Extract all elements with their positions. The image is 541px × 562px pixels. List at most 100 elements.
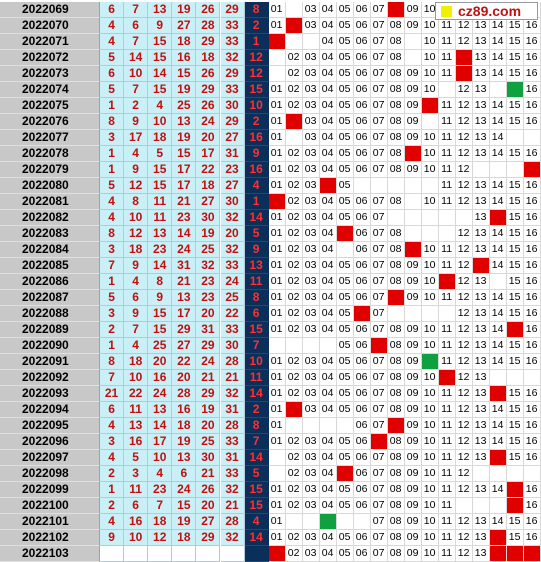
blue-tracker-cell: 02 [285, 50, 303, 66]
red-ball-cell: 20 [196, 418, 221, 434]
blue-tracker-cell: 03 [302, 530, 320, 546]
red-ball-cell: 16 [172, 402, 197, 418]
period-cell: 2022075 [0, 98, 100, 114]
red-ball-cell: 21 [172, 194, 197, 210]
red-ball-cell: 4 [100, 34, 125, 50]
period-cell: 2022096 [0, 434, 100, 450]
blue-tracker-cell: 05 [336, 82, 354, 98]
blue-tracker-cell: 02 [285, 546, 303, 562]
blue-tracker-cell: 03 [302, 482, 320, 498]
blue-tracker-cell: 05 [336, 50, 354, 66]
red-ball-cell: 30 [220, 194, 245, 210]
blue-tracker-cell: 06 [353, 290, 371, 306]
blue-tracker-cell [421, 210, 439, 226]
blue-tracker-cell: 07 [370, 210, 388, 226]
blue-tracker-cell: 09 [404, 322, 422, 338]
red-ball-cell: 10 [148, 450, 173, 466]
red-ball-cell: 4 [124, 274, 149, 290]
blue-tracker-cell [455, 210, 473, 226]
blue-tracker-cell: 08 [387, 482, 405, 498]
blue-tracker-cell: 05 [336, 146, 354, 162]
blue-tracker-cell: 11 [438, 546, 456, 562]
red-ball-cell: 13 [148, 402, 173, 418]
blue-tracker-cell: 16 [523, 258, 541, 274]
red-ball-cell: 20 [196, 306, 221, 322]
blue-tracker-cell: 10 [421, 66, 439, 82]
blue-tracker-cell: 01 [268, 114, 286, 130]
site-badge[interactable]: cz89.com [435, 2, 538, 20]
red-ball-cell: 4 [148, 98, 173, 114]
blue-tracker-cell [285, 130, 303, 146]
blue-tracker-cell [438, 82, 456, 98]
blue-tracker-cell: 14 [489, 386, 507, 402]
period-cell: 2022098 [0, 466, 100, 482]
blue-tracker-cell: 16 [523, 162, 541, 178]
blue-tracker-cell: 06 [353, 370, 371, 386]
blue-tracker-cell: 09 [404, 162, 422, 178]
red-ball-cell: 24 [196, 114, 221, 130]
blue-tracker-cell: 11 [438, 434, 456, 450]
blue-tracker-cell: 08 [387, 130, 405, 146]
blue-tracker-cell: 04 [319, 386, 337, 402]
blue-tracker-cell: 02 [285, 178, 303, 194]
blue-tracker-cell: 10 [421, 50, 439, 66]
blue-tracker-cell: 02 [285, 370, 303, 386]
red-ball-cell [148, 546, 173, 562]
blue-ball-cell: 15 [244, 82, 269, 98]
blue-tracker-cell [302, 338, 320, 354]
red-ball-cell: 18 [124, 354, 149, 370]
blue-tracker-cell: 08 [387, 386, 405, 402]
blue-tracker-cell: 06 [353, 194, 371, 210]
blue-tracker-cell [404, 50, 422, 66]
blue-ball-cell: 9 [244, 146, 269, 162]
red-ball-cell: 19 [196, 402, 221, 418]
blue-tracker-cell: 06 [353, 498, 371, 514]
blue-tracker-cell: 08 [387, 290, 405, 306]
red-ball-cell: 13 [172, 450, 197, 466]
blue-tracker-cell: 01 [268, 162, 286, 178]
blue-tracker-cell: 10 [421, 98, 439, 114]
blue-tracker-cell [302, 514, 320, 530]
red-ball-cell: 18 [172, 418, 197, 434]
blue-tracker-cell: 13 [472, 66, 490, 82]
blue-tracker-cell: 09 [404, 546, 422, 562]
blue-tracker-cell: 15 [506, 50, 524, 66]
red-ball-cell: 9 [100, 530, 125, 546]
blue-tracker-cell: 10 [421, 482, 439, 498]
blue-tracker-cell: 12 [455, 66, 473, 82]
blue-tracker-cell: 01 [268, 18, 286, 34]
blue-tracker-cell: 07 [370, 34, 388, 50]
blue-tracker-cell: 09 [404, 498, 422, 514]
blue-tracker-cell: 04 [319, 530, 337, 546]
blue-tracker-cell: 12 [455, 546, 473, 562]
blue-tracker-cell: 15 [506, 434, 524, 450]
blue-tracker-cell: 11 [438, 162, 456, 178]
blue-tracker-cell: 12 [455, 402, 473, 418]
blue-ball-cell: 5 [244, 466, 269, 482]
red-ball-cell: 10 [124, 370, 149, 386]
blue-tracker-cell: 16 [523, 274, 541, 290]
blue-tracker-cell: 01 [268, 402, 286, 418]
blue-tracker-cell [387, 306, 405, 322]
red-ball-cell: 24 [172, 242, 197, 258]
blue-tracker-cell: 15 [506, 450, 524, 466]
blue-tracker-cell: 04 [319, 34, 337, 50]
blue-tracker-cell: 09 [404, 482, 422, 498]
blue-tracker-cell: 04 [319, 274, 337, 290]
blue-tracker-cell: 10 [421, 418, 439, 434]
blue-tracker-cell: 04 [319, 322, 337, 338]
red-ball-cell: 20 [196, 130, 221, 146]
period-cell: 2022073 [0, 66, 100, 82]
blue-tracker-cell: 15 [506, 98, 524, 114]
blue-tracker-cell: 02 [285, 210, 303, 226]
red-ball-cell: 5 [124, 450, 149, 466]
red-ball-cell: 20 [220, 226, 245, 242]
red-ball-cell: 4 [148, 466, 173, 482]
period-cell: 2022091 [0, 354, 100, 370]
blue-tracker-cell: 11 [438, 482, 456, 498]
site-label: cz89.com [458, 3, 522, 19]
blue-tracker-cell [370, 178, 388, 194]
blue-tracker-cell: 16 [523, 434, 541, 450]
blue-tracker-cell: 05 [336, 546, 354, 562]
blue-tracker-cell: 01 [268, 514, 286, 530]
